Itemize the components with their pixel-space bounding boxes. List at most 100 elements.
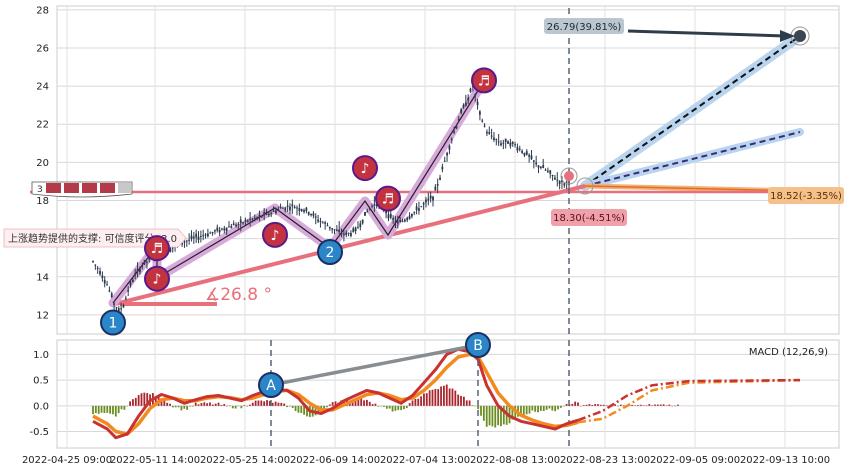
candle-body [497, 141, 500, 143]
candle-body [493, 137, 495, 140]
candle-body [385, 211, 388, 214]
macd-hist-bar [639, 404, 642, 406]
macd-hist-bar [676, 404, 679, 406]
macd-hist-bar [605, 405, 608, 406]
macd-y-tick: -0.5 [29, 427, 49, 438]
macd-hist-bar [511, 405, 514, 420]
macd-hist-bar [423, 393, 425, 406]
macd-hist-bar [671, 405, 674, 407]
candle-body [446, 152, 448, 156]
macd-hist-bar [471, 405, 474, 406]
macd-hist-bar [291, 405, 294, 408]
candle-body [192, 236, 195, 239]
macd-hist-bar [674, 405, 676, 407]
music-note-icon: ♬ [375, 185, 401, 212]
candle-body [539, 166, 542, 168]
macd-hist-bar [637, 405, 639, 406]
candle-body [502, 142, 505, 144]
macd-hist-bar [585, 404, 588, 406]
macd-y-tick: 0.5 [33, 376, 49, 387]
candle-body [525, 151, 528, 155]
macd-hist-bar [622, 405, 625, 406]
macd-hist-bar [380, 405, 383, 407]
candle-body [223, 228, 226, 231]
price-y-tick: 24 [36, 82, 49, 93]
candle-body [514, 144, 516, 146]
macd-hist-bar [103, 405, 106, 413]
candle-body [350, 232, 352, 237]
macd-hist-bar [465, 400, 468, 406]
candle-body [141, 265, 144, 267]
candle-body [228, 226, 230, 228]
x-tick-label: 2022-08-08 13:00 [470, 455, 560, 466]
macd-hist-bar [462, 396, 465, 406]
candle-body [206, 233, 209, 237]
candle-body [272, 210, 275, 212]
macd-hist-bar [140, 393, 143, 406]
macd-hist-bar [300, 405, 303, 413]
candle-body [235, 224, 237, 227]
macd-hist-bar [599, 404, 602, 406]
candle-body [103, 279, 106, 284]
macd-hist-bar [548, 405, 551, 409]
candle-body [169, 248, 172, 252]
macd-hist-bar [137, 395, 140, 406]
macd-hist-bar [354, 398, 357, 406]
macd-hist-bar [634, 405, 636, 406]
candle-body [314, 216, 317, 218]
candle-body [401, 220, 404, 222]
candle-body [183, 241, 186, 243]
macd-hist-bar [132, 399, 134, 406]
macd-hist-bar [617, 405, 619, 407]
candle-body [277, 209, 280, 211]
boxed-marks-count: 3 [37, 185, 43, 195]
candle-body [441, 166, 444, 170]
candle-body [225, 227, 228, 232]
macd-hist-bar [283, 403, 286, 406]
candle-body [270, 212, 273, 214]
candle-body [310, 213, 312, 216]
macd-hist-bar [374, 403, 377, 406]
candle-body [124, 297, 127, 299]
macd-hist-bar [411, 400, 414, 406]
candle-body [387, 214, 390, 219]
target-mid-text: 18.30(-4.51%) [553, 213, 625, 224]
macd-hist-bar [591, 404, 594, 406]
macd-hist-bar [594, 404, 597, 406]
macd-hist-bar [454, 390, 457, 406]
macd-hist-bar [266, 400, 268, 406]
candle-body [399, 219, 402, 223]
macd-hist-bar [357, 400, 360, 406]
divergence-marker-a: A [258, 372, 284, 398]
macd-hist-bar [434, 388, 437, 406]
macd-hist-bar [534, 405, 537, 412]
macd-hist-bar [482, 405, 485, 421]
candle-body [481, 120, 484, 122]
music-note-marker-circle [144, 235, 170, 262]
macd-hist-bar [143, 392, 146, 406]
target-high-text: 26.79(39.81%) [547, 22, 622, 33]
macd-hist-bar [485, 405, 488, 427]
candle-body [101, 275, 104, 279]
candle-body [474, 94, 477, 96]
macd-hist-bar [174, 405, 177, 408]
macd-hist-bar [474, 405, 477, 407]
macd-hist-bar [171, 405, 174, 408]
price-gridlines [57, 6, 839, 334]
macd-hist-bar [180, 405, 183, 411]
candle-body [462, 104, 465, 108]
candle-body [443, 160, 446, 162]
candle-body [432, 196, 434, 201]
fan-low-line [584, 185, 801, 192]
macd-hist-bar [602, 404, 605, 406]
macd-hist-bar [403, 405, 405, 410]
candle-body [122, 305, 125, 308]
divergence-a-label: A [266, 378, 276, 394]
pattern-point-marker: 1 [100, 309, 126, 336]
macd-hist-bar [545, 405, 548, 410]
music-note-glyph: ♬ [478, 73, 491, 89]
macd-hist-bar [100, 405, 103, 413]
macd-hist-bar [231, 405, 234, 409]
candle-body [425, 199, 427, 203]
candle-body [221, 228, 223, 230]
